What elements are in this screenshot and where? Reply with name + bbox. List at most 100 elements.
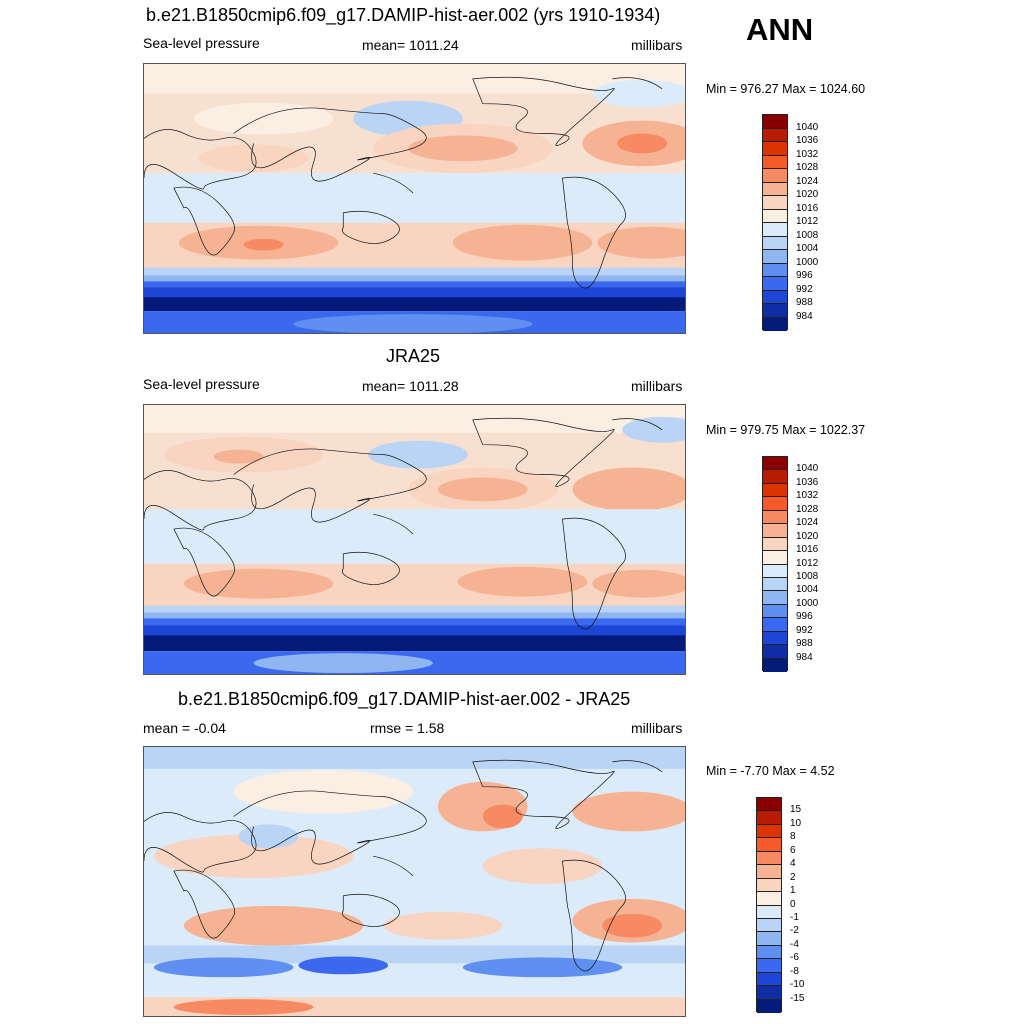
panel-1-map [143, 63, 686, 334]
colorbar-box [763, 142, 787, 156]
colorbar-tick-label: 984 [796, 310, 813, 322]
colorbar-box [763, 658, 787, 672]
colorbar-tick-label: 1016 [796, 544, 819, 556]
colorbar-box [757, 905, 781, 919]
colorbar-box [763, 155, 787, 169]
colorbar-box [763, 277, 787, 291]
colorbar-box [763, 304, 787, 318]
colorbar-box [763, 551, 787, 565]
colorbar-box [763, 457, 787, 471]
colorbar-box [763, 196, 787, 210]
colorbar-box [757, 838, 781, 852]
colorbar-tick-label: 15 [790, 804, 802, 816]
panel-2-map [143, 404, 686, 675]
panel-1-mean-label: mean= 1011.24 [362, 37, 459, 53]
colorbar-tick-label: 1032 [796, 148, 819, 160]
colorbar-tick-label: 1040 [796, 463, 819, 475]
colorbar-tick-label: 996 [796, 270, 813, 281]
panel-2-minmax: Min = 979.75 Max = 1022.37 [706, 423, 866, 437]
panel-3-mean-label: mean = -0.04 [143, 720, 226, 736]
colorbar-tick-label: 1036 [796, 135, 819, 146]
panel-2-units-label: millibars [631, 378, 683, 394]
panel-1-title: b.e21.B1850cmip6.f09_g17.DAMIP-hist-aer.… [146, 5, 661, 25]
colorbar-tick-label: 1012 [796, 216, 819, 227]
colorbar-tick-label: 1000 [796, 256, 819, 268]
colorbar-box [763, 631, 787, 646]
colorbar-box [763, 223, 787, 237]
colorbar-box [757, 999, 781, 1013]
colorbar-box [763, 591, 787, 605]
colorbar-box [763, 169, 787, 183]
colorbar-box [763, 564, 787, 578]
panel-1-colorbar [762, 114, 788, 331]
colorbar-box [757, 865, 781, 879]
colorbar-box [763, 470, 787, 484]
colorbar-box [763, 577, 787, 592]
colorbar-tick-label: 996 [796, 611, 813, 623]
colorbar-tick-label: 992 [796, 624, 813, 636]
colorbar-tick-label: 1000 [796, 597, 819, 609]
colorbar-box [757, 878, 781, 893]
season-label: ANN [746, 12, 814, 47]
colorbar-box [757, 945, 781, 960]
panel-2-variable-label: Sea-level pressure [143, 376, 260, 392]
colorbar-box [757, 851, 781, 866]
panel-2-title: JRA25 [386, 346, 441, 366]
colorbar-tick-label: -10 [790, 979, 805, 991]
colorbar-box [763, 645, 787, 659]
colorbar-box [763, 524, 787, 538]
panel-3-map [143, 746, 686, 1017]
colorbar-tick-label: 1008 [796, 570, 819, 582]
colorbar-tick-label: 1004 [796, 243, 819, 254]
panel-2-mean-label: mean= 1011.28 [362, 378, 459, 394]
colorbar-box [763, 236, 787, 250]
colorbar-tick-label: 1012 [796, 557, 819, 569]
colorbar-tick-label: 8 [790, 831, 796, 843]
colorbar-box [757, 959, 781, 973]
colorbar-box [763, 115, 787, 129]
panel-1-units-label: millibars [631, 37, 683, 53]
panel-3-units-label: millibars [631, 720, 683, 736]
colorbar-box [763, 604, 787, 619]
panel-3-minmax: Min = -7.70 Max = 4.52 [706, 764, 835, 778]
colorbar-tick-label: 1028 [796, 503, 819, 515]
colorbar-tick-label: 6 [790, 844, 796, 856]
colorbar-tick-label: 1016 [796, 202, 819, 214]
colorbar-tick-label: 988 [796, 638, 813, 650]
colorbar-box [763, 209, 787, 223]
colorbar-tick-label: 1024 [796, 175, 819, 187]
colorbar-tick-label: 988 [796, 297, 813, 308]
colorbar-box [763, 290, 787, 304]
colorbar-tick-label: -8 [790, 965, 799, 977]
coastlines [144, 76, 663, 289]
colorbar-box [763, 483, 787, 498]
colorbar-box [763, 182, 787, 196]
colorbar-tick-label: -15 [790, 992, 805, 1004]
colorbar-box [757, 824, 781, 839]
colorbar-box [757, 798, 781, 812]
colorbar-tick-label: -6 [790, 952, 799, 964]
colorbar-tick-label: 1 [790, 885, 796, 897]
panel-2-colorbar [762, 456, 788, 672]
coastlines [144, 759, 663, 972]
panel-2-contour-field [144, 405, 685, 674]
colorbar-tick-label: 1040 [796, 121, 819, 133]
colorbar-tick-label: -2 [790, 925, 799, 937]
panel-3-contour-field [144, 747, 685, 1016]
panel-3-colorbar [756, 797, 782, 1013]
coastlines [144, 417, 663, 630]
colorbar-tick-label: 1032 [796, 490, 819, 502]
colorbar-tick-label: 0 [790, 898, 796, 910]
colorbar-tick-label: 1020 [796, 189, 819, 200]
colorbar-box [763, 497, 787, 511]
colorbar-box [763, 317, 787, 331]
colorbar-tick-label: -4 [790, 938, 799, 950]
colorbar-tick-label: 1024 [796, 517, 819, 529]
colorbar-tick-label: 1028 [796, 162, 819, 173]
colorbar-box [763, 537, 787, 552]
colorbar-tick-label: 1004 [796, 584, 819, 596]
colorbar-tick-label: 984 [796, 651, 813, 663]
colorbar-tick-label: 1036 [796, 476, 819, 488]
colorbar-box [757, 811, 781, 825]
colorbar-tick-label: 4 [790, 858, 796, 870]
